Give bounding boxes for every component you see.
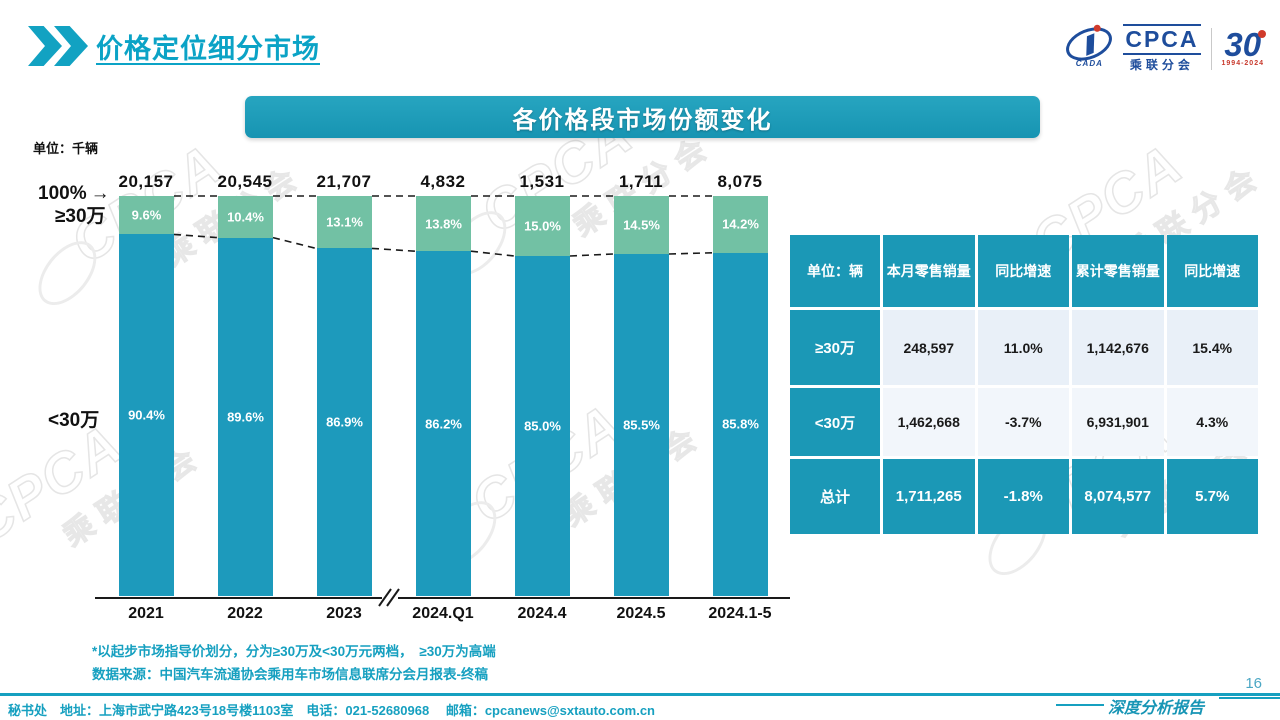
segment-percent-label: 85.5% (623, 417, 660, 433)
page-title: 价格定位细分市场 (96, 33, 320, 64)
table-cell: 1,142,676 (1072, 310, 1164, 385)
segment-percent-label: 85.8% (722, 416, 759, 432)
chevron-right-icon (28, 26, 62, 66)
table-cell: 5.7% (1166, 459, 1258, 534)
table-cell: 1,711,265 (883, 459, 975, 534)
bar-total-value: 20,157 (118, 172, 174, 191)
table-header: 累计零售销量 (1072, 235, 1164, 307)
table-cell: -3.7% (977, 388, 1069, 456)
logo-divider (1210, 27, 1212, 70)
table-header: 同比增速 (1166, 235, 1258, 307)
table-header: 同比增速 (977, 235, 1069, 307)
table-cell: 4.3% (1166, 388, 1258, 456)
page-number: 16 (1245, 675, 1262, 692)
table-cell: 6,931,901 (1072, 388, 1164, 456)
anniversary-30-icon: 30 1994-2024 (1221, 26, 1266, 67)
bar-total-value: 1,711 (618, 172, 664, 191)
table-cell: 15.4% (1166, 310, 1258, 385)
table-row-label: ≥30万 (790, 310, 880, 385)
bar-total-value: 8,075 (717, 172, 763, 191)
x-axis-tick-label: 2022 (227, 605, 263, 622)
segment-percent-label: 86.2% (425, 416, 462, 432)
bar-segment-lt30: 90.4% (119, 234, 174, 596)
table-row-label: 总计 (790, 459, 880, 534)
x-axis-tick-label: 2024.4 (517, 605, 567, 622)
footer-contact: 秘书处 地址：上海市武宁路423号18号楼1103室 电话：021-526809… (8, 703, 655, 718)
segment-percent-label: 89.6% (227, 409, 264, 425)
bar-segment-ge30: 9.6% (119, 196, 174, 235)
series-label-lt30: <30万 (48, 410, 100, 431)
bar-segment-ge30: 10.4% (218, 196, 273, 238)
data-source-note: 数据来源：中国汽车流通协会乘用车市场信息联席分会月报表-终稿 (92, 667, 488, 682)
x-axis-tick-label: 2023 (326, 605, 362, 622)
chart-title: 各价格段市场份额变化 (512, 106, 773, 134)
segment-percent-label: 13.8% (425, 216, 462, 232)
x-axis-tick-label: 2024.Q1 (412, 605, 474, 622)
report-label-line (1219, 697, 1280, 699)
report-label: 深度分析报告 (1108, 698, 1205, 717)
segment-percent-label: 86.9% (326, 414, 363, 430)
bar-segment-lt30: 85.0% (515, 256, 570, 596)
chart-title-banner: 各价格段市场份额变化 (245, 96, 1040, 138)
segment-percent-label: 13.1% (326, 214, 363, 230)
bar-segment-ge30: 14.5% (614, 196, 669, 254)
table-cell: 8,074,577 (1072, 459, 1164, 534)
segment-percent-label: 9.6% (131, 207, 162, 223)
unit-label: 单位：千辆 (33, 141, 99, 156)
bar-segment-lt30: 89.6% (218, 237, 273, 596)
bar-total-value: 20,545 (217, 172, 273, 191)
header: 价格定位细分市场 (28, 26, 320, 66)
sales-table: 单位：辆 本月零售销量 同比增速 累计零售销量 同比增速 ≥30万 248,597 11.0%… (790, 235, 1258, 534)
table-cell: 1,462,668 (883, 388, 975, 456)
bar-segment-lt30: 85.8% (713, 252, 768, 596)
arrow-right-icon: → (90, 183, 110, 204)
bar-total-value: 1,531 (519, 172, 565, 191)
segment-percent-label: 10.4% (227, 209, 264, 225)
table-cell: 11.0% (977, 310, 1069, 385)
cpca-emblem-icon: CADA (1061, 21, 1118, 68)
table-cell: -1.8% (977, 459, 1069, 534)
table-header: 单位：辆 (790, 235, 880, 307)
table-row-label: <30万 (790, 388, 880, 456)
segment-percent-label: 85.0% (524, 418, 561, 434)
bar-segment-lt30: 86.2% (416, 251, 471, 596)
bar-segment-ge30: 15.0% (515, 196, 570, 256)
bar-segment-ge30: 13.1% (317, 196, 372, 249)
segment-percent-label: 90.4% (128, 407, 165, 423)
cpca-wordmark: CPCA 乘联分会 (1123, 24, 1201, 72)
bar-segment-ge30: 14.2% (713, 196, 768, 253)
report-label-line (1056, 704, 1104, 706)
footer-divider (0, 693, 1280, 696)
axis-100pct-label: 100% → (38, 183, 110, 204)
series-label-ge30: ≥30万 (55, 206, 106, 227)
bar-segment-lt30: 85.5% (614, 254, 669, 596)
bar-segment-lt30: 86.9% (317, 248, 372, 596)
bar-total-value: 21,707 (316, 172, 372, 191)
segment-percent-label: 14.5% (623, 217, 660, 233)
table-cell: 248,597 (883, 310, 975, 385)
segment-percent-label: 14.2% (722, 216, 759, 232)
table-header: 本月零售销量 (883, 235, 975, 307)
x-axis-tick-label: 2024.1-5 (708, 605, 772, 622)
cpca-logo: CADA CPCA 乘联分会 30 1994-2024 (1061, 21, 1266, 73)
bar-segment-ge30: 13.8% (416, 196, 471, 252)
x-axis-tick-label: 2024.5 (616, 605, 666, 622)
x-axis-tick-label: 2021 (128, 605, 164, 622)
bar-total-value: 4,832 (420, 172, 466, 191)
segment-percent-label: 15.0% (524, 218, 561, 234)
footnote: *以起步市场指导价划分，分为≥30万及<30万元两档， ≥30万为高端 (92, 644, 496, 659)
